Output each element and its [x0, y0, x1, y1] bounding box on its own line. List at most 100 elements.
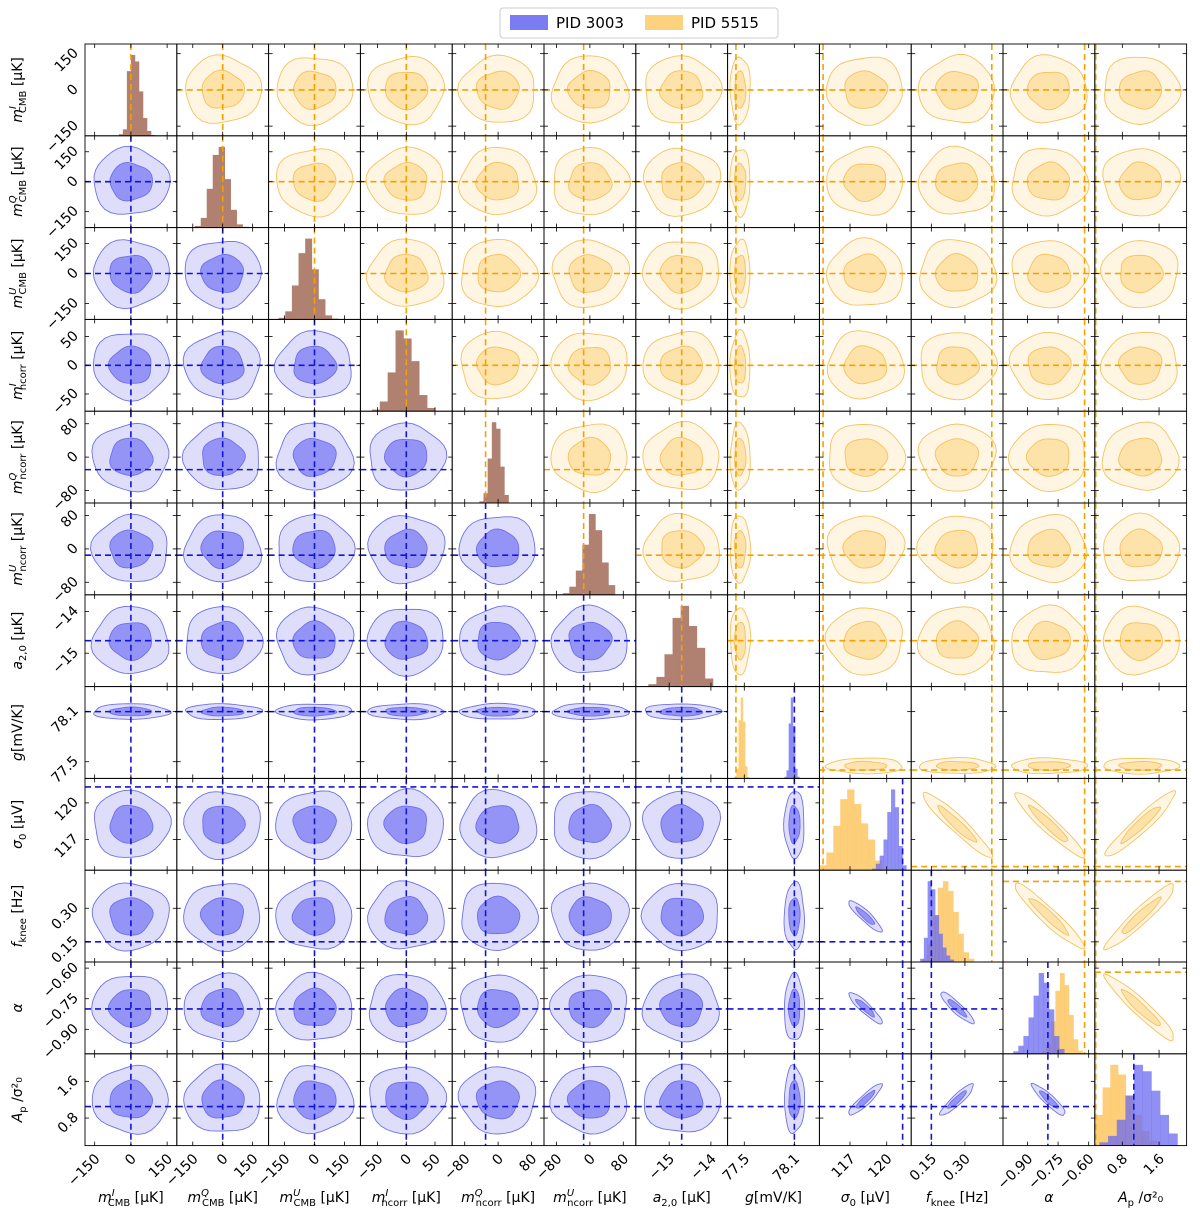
panel-mI_cmb-vs-Ap — [1094, 44, 1187, 136]
axis-label-part: ncorr — [18, 363, 29, 390]
hist-bar-overlap — [562, 593, 570, 595]
panel-g-vs-fknee — [911, 686, 1003, 779]
panel-mQ_cmb-vs-a20 — [635, 135, 728, 228]
panel-a20-vs-mU_ncorr — [544, 594, 636, 687]
y-tick-label: 0 — [64, 449, 82, 467]
contour-inner-pid5515 — [1027, 761, 1072, 771]
contour-inner-pid5515 — [1121, 896, 1162, 935]
hist-bar-overlap — [411, 361, 420, 412]
hist-bar-overlap — [298, 253, 306, 320]
hist-bar-pid3003 — [898, 845, 903, 871]
hist-bar-overlap — [483, 493, 488, 503]
y-axis-label-Ap: Ap /σ²₀ — [10, 1077, 29, 1124]
x-tick-label: 0 — [398, 1151, 416, 1169]
panel-mQ_cmb-vs-mQ_ncorr — [452, 135, 544, 228]
panel-mU_ncorr-vs-mU_cmb — [268, 503, 361, 595]
hist-bar-overlap — [218, 146, 225, 228]
x-tick-label: −150 — [255, 1151, 294, 1190]
hist-bar-pid5515 — [854, 803, 862, 871]
hist-bar-overlap — [575, 570, 583, 595]
y-axis-label-fknee: fknee [Hz] — [10, 885, 29, 948]
contour-inner-pid3003 — [855, 906, 876, 925]
axis-label-part: U — [8, 564, 19, 572]
y-tick-label: 0 — [64, 81, 82, 99]
hist-bar-overlap — [664, 654, 673, 687]
panel-fknee-vs-mQ_cmb — [176, 870, 269, 962]
hist-bar-pid5515 — [826, 852, 834, 871]
hist-bar-pid3003 — [894, 807, 899, 871]
hist-bar-overlap — [285, 311, 293, 320]
hist-bar-overlap — [419, 395, 428, 412]
y-tick-label: 0.8 — [55, 1110, 82, 1137]
panel-mI_ncorr-vs-mI_ncorr — [371, 319, 436, 412]
contour-inner-pid5515 — [733, 530, 747, 569]
panel-fknee-vs-a20 — [635, 870, 728, 962]
hist-bar-pid3003 — [1134, 1064, 1144, 1146]
panels-layer — [84, 43, 1188, 1147]
x-axis-label-mQ_cmb: mQ CMB [µK] — [187, 1188, 257, 1209]
hist-bar-pid3003 — [891, 789, 896, 871]
hist-bar-pid5515 — [1110, 1064, 1119, 1146]
x-tick-label: 0 — [306, 1151, 324, 1169]
axis-label-part: ncorr — [476, 1198, 503, 1209]
panel-sigma0-vs-fknee — [911, 778, 1003, 871]
axis-label-part: 0 — [18, 834, 29, 840]
hist-bar-pid3003 — [1023, 1036, 1029, 1054]
hist-bar-pid5515 — [1073, 1039, 1079, 1054]
panel-alpha-vs-Ap — [1094, 962, 1187, 1054]
panel-mU_ncorr-vs-mI_ncorr — [360, 503, 453, 595]
hist-bar-overlap — [224, 179, 231, 228]
hist-bar-overlap — [427, 407, 436, 412]
panel-alpha-vs-a20 — [635, 962, 728, 1054]
hist-bar-pid3003 — [1054, 1036, 1060, 1054]
axis-label-part: I — [8, 383, 19, 386]
contour-inner-pid5515 — [844, 438, 889, 477]
contour-inner-pid3003 — [947, 1090, 967, 1109]
hist-bar-overlap — [588, 514, 596, 595]
axis-label-part: m — [10, 109, 26, 123]
panel-mQ_cmb-vs-alpha — [1003, 135, 1095, 228]
hist-bar-pid3003 — [902, 865, 907, 871]
axis-label-part: CMB — [294, 1198, 317, 1209]
panel-mU_cmb-vs-alpha — [1003, 227, 1095, 320]
hist-bar-pid3003 — [1033, 995, 1039, 1054]
panel-sigma0-vs-mU_cmb — [268, 778, 361, 871]
contour-inner-pid5515 — [1120, 988, 1161, 1027]
axis-label-part: α — [10, 1003, 26, 1013]
panel-sigma0-vs-mI_ncorr — [360, 778, 453, 871]
y-tick-label: −150 — [43, 295, 82, 334]
axis-label-part: 2,0 — [661, 1198, 677, 1209]
hist-bar-overlap — [595, 530, 603, 595]
hist-bar-pid3003 — [1059, 1048, 1065, 1054]
hist-bar-pid5515 — [861, 823, 869, 871]
y-tick-label: −50 — [50, 386, 82, 418]
y-axis-label-a20: a2,0 [µK] — [10, 612, 29, 670]
x-axis-label-mI_ncorr: mI ncorr [µK] — [372, 1188, 441, 1209]
panel-mQ_cmb-vs-mU_ncorr — [544, 135, 636, 228]
contour-inner-pid3003 — [383, 439, 428, 478]
x-axis-label-g: g[mV/K] — [745, 1190, 802, 1206]
panel-Ap-vs-mU_ncorr — [544, 1053, 636, 1146]
contour-inner-pid5515 — [1025, 438, 1070, 477]
contour-inner-pid3003 — [476, 895, 521, 935]
panel-g-vs-mI_ncorr — [360, 686, 453, 779]
panel-mI_ncorr-vs-mI_cmb — [85, 319, 177, 412]
x-tick-label: −14 — [688, 1151, 720, 1183]
panel-sigma0-vs-alpha — [1003, 778, 1095, 871]
y-tick-label: 78.1 — [48, 703, 81, 736]
panel-a20-vs-a20 — [648, 594, 714, 687]
axis-label-part: [µK] — [135, 1190, 164, 1206]
axis-label-part: Q — [475, 1188, 483, 1199]
hist-bar-pid5515 — [1102, 1087, 1111, 1146]
hist-bar-overlap — [672, 617, 681, 687]
panel-Ap-vs-g — [727, 1053, 820, 1146]
axis-label-part: knee — [931, 1198, 955, 1209]
panel-fknee-vs-mI_cmb — [85, 870, 177, 962]
x-axis-label-fknee: fknee [Hz] — [926, 1190, 989, 1209]
hist-bar-pid3003 — [942, 947, 947, 962]
hist-bar-overlap — [371, 409, 381, 412]
hist-bar-pid3003 — [1038, 973, 1045, 1054]
panel-mI_ncorr-vs-mU_cmb — [268, 319, 361, 412]
axis-label-part: m — [10, 386, 26, 400]
x-tick-label: 0 — [122, 1151, 140, 1169]
